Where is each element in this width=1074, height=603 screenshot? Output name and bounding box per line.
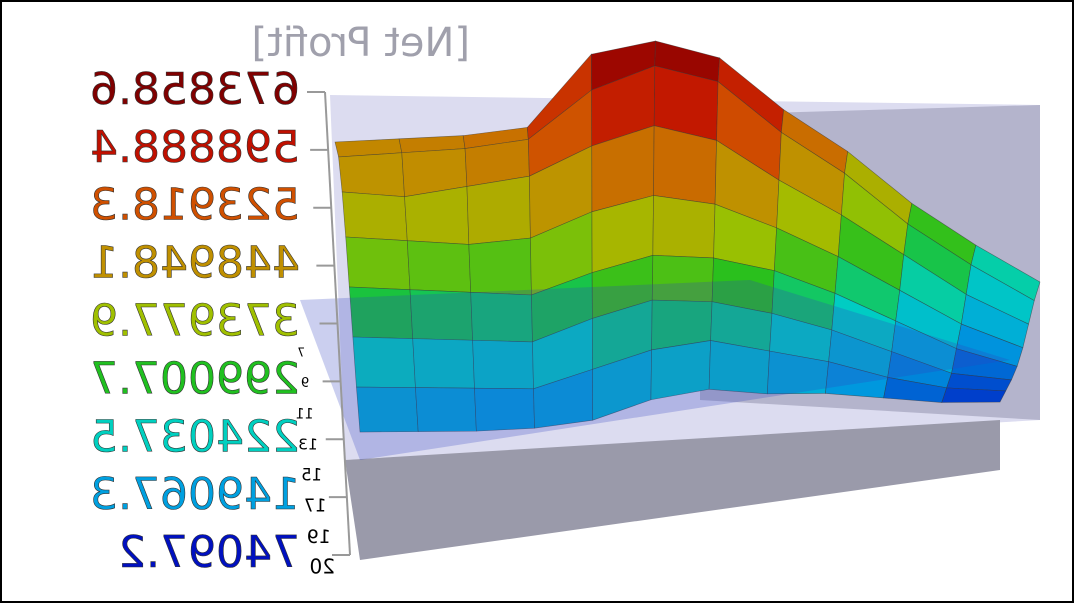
surface-cell <box>404 186 470 245</box>
y-tick-label: 20 <box>310 555 335 579</box>
surface-cell <box>341 191 408 242</box>
y-tick-label: 7 <box>297 346 305 360</box>
z-tick-label: 299007.7 <box>90 353 300 404</box>
z-tick-label: 224037.5 <box>90 411 300 462</box>
floor <box>345 420 1000 560</box>
surface-cell <box>468 237 532 296</box>
z-tick-label: 523918.3 <box>90 180 300 231</box>
surface-cell <box>338 152 405 198</box>
y-tick-label: 15 <box>301 465 322 484</box>
y-tick-label: 9 <box>301 376 309 391</box>
z-tick-label: 673858.6 <box>90 64 300 115</box>
surface-cell <box>345 236 411 290</box>
z-tick-label: 448948.1 <box>90 238 300 289</box>
surface-cell <box>941 387 1007 403</box>
surface-cell <box>466 175 531 245</box>
y-tick-label: 19 <box>307 527 331 548</box>
surface-cell <box>406 240 472 293</box>
z-tick-label: 373977.9 <box>90 296 300 347</box>
surface-cell <box>652 195 716 259</box>
surface <box>334 40 1041 433</box>
z-tick-label: 598888.4 <box>90 122 300 173</box>
y-tick-label: 11 <box>295 406 313 422</box>
y-tick-label: 17 <box>304 497 327 517</box>
z-tick-label: 74097.2 <box>118 527 300 578</box>
y-tick-label: 13 <box>298 436 318 454</box>
chart-title: [Net Profit] <box>252 20 470 66</box>
z-tick-label: 149067.3 <box>90 469 300 520</box>
translucent-plane <box>300 280 1010 460</box>
